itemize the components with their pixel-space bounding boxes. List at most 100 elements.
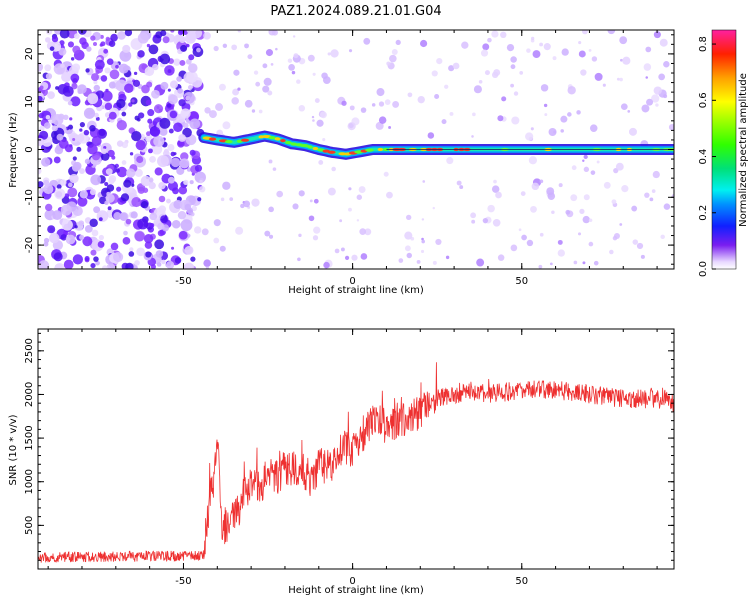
noise-blob: [422, 180, 426, 183]
noise-blob: [176, 166, 185, 175]
noise-blob: [652, 170, 660, 179]
noise-blob: [123, 230, 128, 236]
noise-blob: [143, 234, 154, 244]
noise-blob: [470, 212, 477, 219]
noise-blob: [593, 260, 599, 266]
noise-blob: [264, 230, 271, 237]
noise-blob: [190, 256, 196, 262]
noise-blob: [63, 259, 74, 269]
noise-blob: [331, 166, 336, 172]
noise-blob: [432, 260, 437, 265]
noise-blob: [61, 219, 73, 231]
noise-blob: [144, 66, 155, 77]
noise-blob: [363, 37, 371, 45]
noise-blob: [159, 117, 171, 129]
noise-blob: [557, 239, 563, 245]
noise-blob: [152, 63, 159, 71]
noise-blob: [91, 229, 99, 237]
noise-blob: [54, 262, 65, 269]
noise-blob: [96, 210, 109, 222]
noise-blob: [179, 158, 190, 169]
noise-blob: [180, 44, 188, 52]
noise-blob: [189, 118, 201, 130]
noise-blob: [71, 83, 78, 90]
noise-blob: [558, 183, 563, 188]
noise-blob: [93, 42, 98, 47]
noise-blob: [484, 70, 490, 76]
noise-blob: [434, 93, 440, 99]
noise-blob: [538, 264, 543, 269]
noise-blob: [107, 149, 115, 158]
noise-blob: [203, 31, 211, 40]
noise-blob: [103, 145, 107, 150]
noise-blob: [90, 174, 102, 186]
noise-blob: [166, 103, 172, 108]
noise-blob: [126, 168, 136, 178]
noise-blob: [163, 148, 169, 154]
noise-blob: [222, 43, 228, 48]
chart-title: PAZ1.2024.089.21.01.G04: [270, 4, 441, 19]
noise-blob: [87, 93, 99, 105]
noise-blob: [108, 81, 117, 89]
noise-blob: [127, 264, 131, 268]
noise-blob: [110, 242, 119, 251]
noise-blob: [480, 49, 489, 57]
noise-blob: [233, 69, 240, 76]
noise-blob: [160, 30, 167, 37]
noise-blob: [318, 160, 324, 165]
noise-blob: [160, 81, 169, 90]
noise-blob: [67, 124, 74, 130]
ridge-hotspot: [241, 138, 250, 142]
noise-blob: [578, 50, 586, 58]
noise-blob: [59, 30, 70, 39]
noise-blob: [179, 59, 186, 66]
colorbar-tick-label: 0.2: [698, 205, 709, 221]
noise-blob: [171, 246, 175, 250]
noise-blob: [222, 121, 231, 130]
noise-blob: [539, 232, 544, 237]
colorbar: 0.0 0.2 0.4 0.6 0.8 Normalized spectral ampl…: [698, 29, 749, 277]
noise-blob: [351, 254, 358, 261]
noise-blob: [79, 190, 88, 199]
noise-blob: [133, 71, 138, 76]
noise-blob: [476, 258, 485, 267]
noise-blob: [178, 99, 186, 107]
noise-blob: [123, 179, 132, 188]
noise-blob: [74, 33, 80, 39]
noise-blob: [391, 49, 398, 56]
noise-blob: [235, 226, 244, 235]
snr-background: [38, 329, 674, 569]
noise-blob: [510, 56, 517, 63]
noise-blob: [492, 218, 501, 227]
noise-blob: [493, 179, 497, 184]
noise-blob: [364, 228, 372, 236]
noise-blob: [258, 109, 263, 114]
noise-blob: [149, 222, 155, 228]
noise-blob: [298, 190, 305, 197]
noise-blob: [263, 77, 272, 86]
noise-blob: [671, 194, 674, 198]
noise-blob: [60, 234, 67, 241]
noise-blob: [110, 33, 118, 42]
noise-blob: [100, 41, 106, 47]
noise-blob: [265, 49, 273, 57]
noise-blob: [158, 205, 167, 214]
noise-blob: [171, 219, 181, 229]
noise-blob: [129, 247, 134, 252]
noise-blob: [79, 234, 85, 240]
noise-blob: [90, 35, 96, 41]
noise-blob: [580, 69, 587, 76]
noise-blob: [38, 62, 44, 72]
noise-blob: [567, 86, 576, 95]
noise-blob: [45, 73, 53, 80]
noise-blob: [149, 212, 158, 221]
noise-blob: [341, 100, 347, 106]
noise-blob: [58, 47, 67, 56]
noise-blob: [140, 175, 152, 187]
noise-blob: [145, 99, 152, 106]
noise-blob: [124, 30, 133, 37]
noise-blob: [392, 100, 400, 108]
noise-blob: [582, 261, 586, 265]
noise-blob: [589, 124, 598, 132]
noise-blob: [147, 118, 153, 124]
